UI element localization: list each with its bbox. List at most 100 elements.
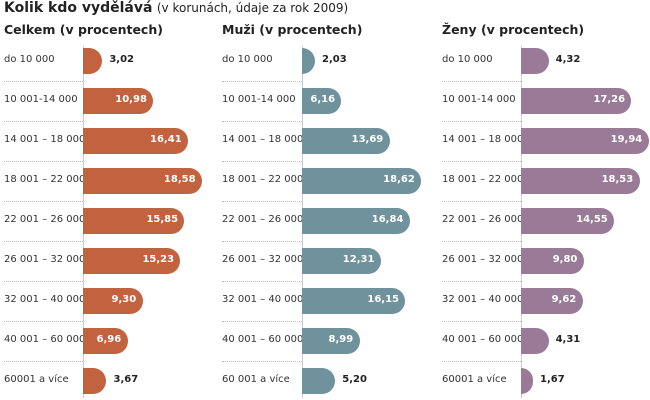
panel-title: Ženy (v procentech) — [442, 22, 585, 37]
row-divider — [4, 281, 83, 282]
value-label: 9,30 — [111, 294, 137, 305]
value-label: 2,03 — [321, 54, 347, 65]
row-divider — [442, 121, 521, 122]
category-label: 14 001 – 18 000 — [442, 134, 524, 145]
category-label: do 10 000 — [4, 54, 55, 65]
title-subtitle: (v korunách, údaje za rok 2009) — [156, 1, 349, 15]
panel-title: Muži (v procentech) — [222, 22, 363, 37]
bar — [302, 328, 360, 354]
value-label: 6,96 — [96, 334, 122, 345]
value-label: 15,85 — [146, 214, 179, 225]
value-label: 8,99 — [328, 334, 354, 345]
bar — [83, 248, 181, 274]
value-label: 18,58 — [163, 174, 196, 185]
bar — [83, 128, 189, 154]
bar — [302, 48, 315, 74]
category-label: 22 001 – 26 000 — [222, 214, 304, 225]
row-divider — [442, 161, 521, 162]
bar — [83, 288, 143, 314]
value-label: 18,53 — [601, 174, 634, 185]
row-divider — [222, 161, 302, 162]
value-label: 1,67 — [540, 374, 565, 385]
value-label: 19,94 — [610, 134, 643, 145]
bar — [83, 88, 154, 114]
category-label: 22 001 – 26 000 — [442, 214, 524, 225]
category-label: 32 001 – 40 000 — [442, 294, 524, 305]
category-label: 60 001 a více — [222, 374, 290, 385]
bar — [83, 48, 103, 74]
category-label: 60001 a více — [442, 374, 507, 385]
row-divider — [4, 161, 83, 162]
row-divider — [442, 201, 521, 202]
row-divider — [4, 121, 83, 122]
value-label: 14,55 — [576, 214, 608, 225]
value-label: 16,84 — [371, 214, 404, 225]
bar — [302, 168, 422, 194]
bar — [83, 168, 202, 194]
value-label: 17,26 — [593, 94, 626, 105]
bar — [302, 368, 336, 394]
value-label: 4,32 — [555, 54, 581, 65]
value-label: 15,23 — [142, 254, 175, 265]
category-label: 18 001 – 22 000 — [222, 174, 304, 185]
title-main: Kolik kdo vydělává — [4, 0, 153, 16]
category-label: 18 001 – 22 000 — [4, 174, 86, 185]
bar — [302, 208, 410, 234]
row-divider — [222, 81, 302, 82]
row-divider — [222, 241, 302, 242]
category-label: 32 001 – 40 000 — [4, 294, 86, 305]
category-label: 40 001 – 60 000 — [442, 334, 524, 345]
value-label: 9,62 — [551, 294, 577, 305]
row-divider — [442, 361, 521, 362]
bar — [302, 248, 381, 274]
row-divider — [222, 121, 302, 122]
value-label: 5,20 — [342, 374, 367, 385]
row-divider — [4, 361, 83, 362]
value-label: 12,31 — [342, 254, 375, 265]
bar — [83, 368, 107, 394]
value-label: 10,98 — [115, 94, 147, 105]
bar — [302, 88, 342, 114]
row-divider — [4, 321, 83, 322]
value-label: 3,67 — [113, 374, 139, 385]
category-label: 26 001 – 32 000 — [222, 254, 304, 265]
row-divider — [4, 201, 83, 202]
bar — [83, 328, 128, 354]
category-label: do 10 000 — [222, 54, 273, 65]
bar — [521, 328, 549, 354]
value-label: 4,31 — [555, 334, 581, 345]
bar — [521, 168, 640, 194]
row-divider — [222, 281, 302, 282]
bar — [302, 288, 406, 314]
category-label: 14 001 – 18 000 — [4, 134, 86, 145]
bar — [302, 128, 390, 154]
row-divider — [442, 241, 521, 242]
category-label: 60001 a více — [4, 374, 69, 385]
bar — [521, 48, 549, 74]
bar — [521, 128, 649, 154]
bar — [521, 368, 533, 394]
category-label: 18 001 – 22 000 — [442, 174, 524, 185]
category-label: 32 001 – 40 000 — [222, 294, 304, 305]
category-label: 26 001 – 32 000 — [442, 254, 524, 265]
bar — [521, 208, 615, 234]
category-label: do 10 000 — [442, 54, 493, 65]
category-label: 14 001 – 18 000 — [222, 134, 304, 145]
category-label: 40 001 – 60 000 — [222, 334, 304, 345]
row-divider — [222, 201, 302, 202]
category-label: 10 001-14 000 — [442, 94, 516, 105]
value-label: 9,80 — [552, 254, 578, 265]
row-divider — [4, 81, 83, 82]
row-divider — [222, 361, 302, 362]
value-label: 6,16 — [310, 94, 336, 105]
category-label: 40 001 – 60 000 — [4, 334, 86, 345]
row-divider — [222, 321, 302, 322]
category-label: 10 001-14 000 — [4, 94, 78, 105]
category-label: 26 001 – 32 000 — [4, 254, 86, 265]
value-label: 16,41 — [150, 134, 182, 145]
row-divider — [442, 81, 521, 82]
bar — [521, 248, 584, 274]
category-label: 22 001 – 26 000 — [4, 214, 86, 225]
bar — [83, 208, 185, 234]
bar — [521, 288, 583, 314]
